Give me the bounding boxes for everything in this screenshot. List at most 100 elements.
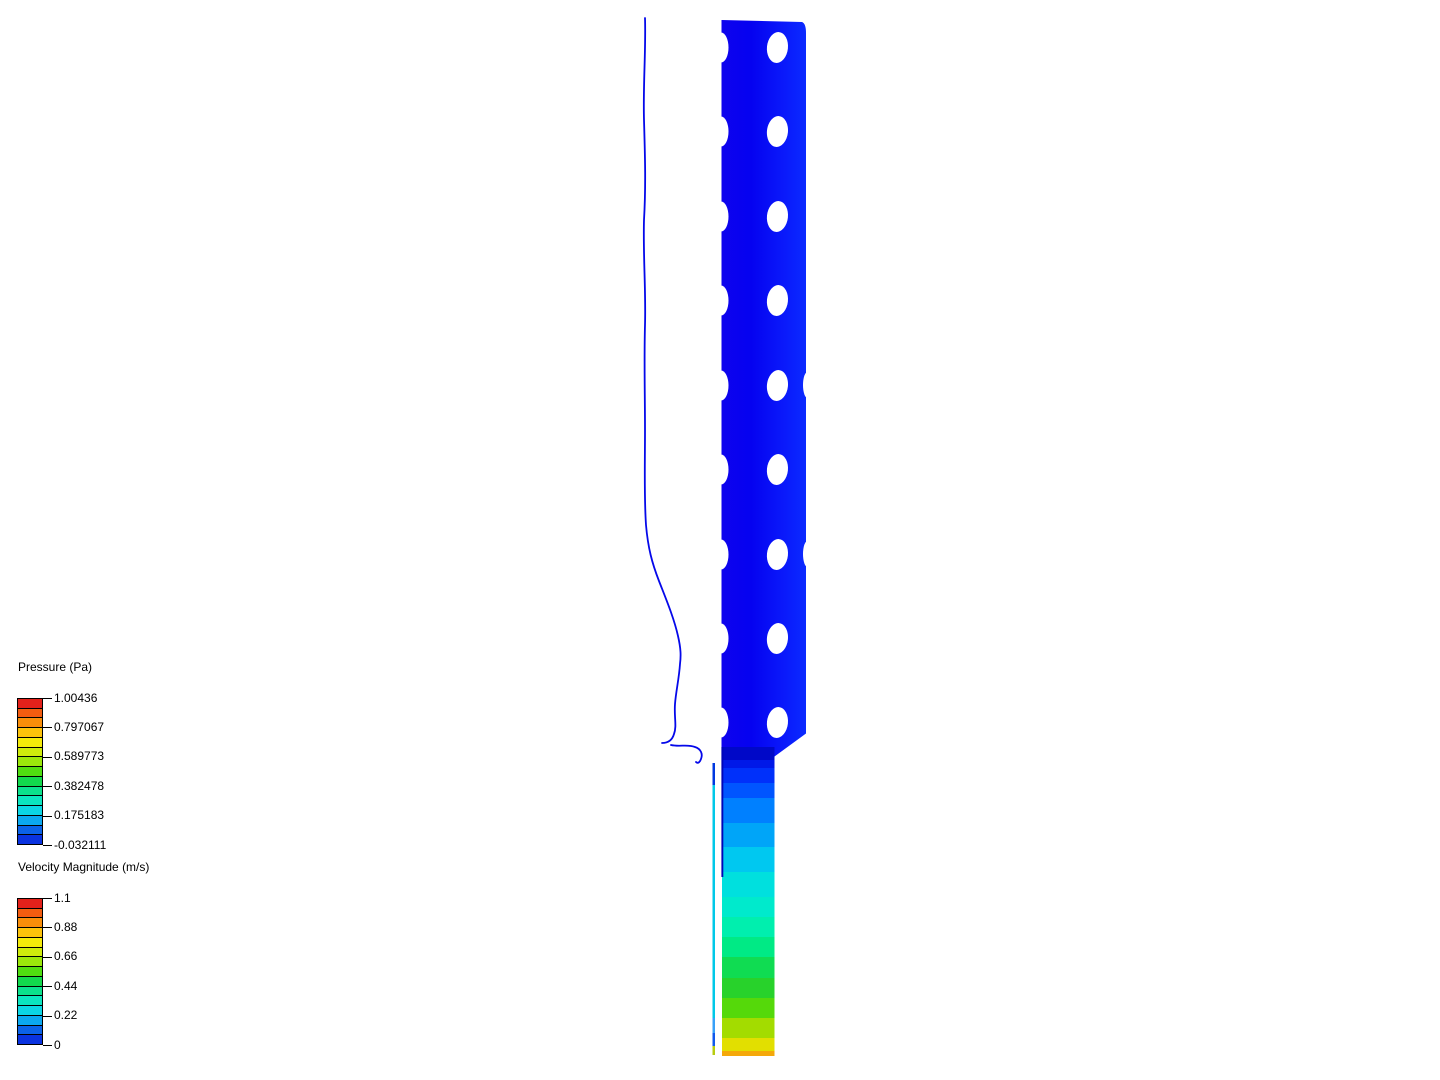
- outlet-velocity-band: [722, 872, 775, 897]
- outlet-velocity-band: [722, 798, 775, 823]
- pipe-hole: [766, 370, 789, 401]
- colorbar-tick: [43, 898, 52, 899]
- velocity-legend-title: Velocity Magnitude (m/s): [18, 860, 150, 874]
- outlet-velocity-band: [722, 1038, 775, 1051]
- pipe-hole-left-notch: [713, 116, 729, 147]
- probe-line-segment: [712, 763, 716, 785]
- pipe-hole-left-notch: [713, 539, 729, 570]
- pipe-hole-left-notch: [713, 454, 729, 485]
- colorbar-tick: [43, 956, 52, 958]
- outlet-velocity-band: [722, 847, 775, 872]
- outlet-velocity-band: [722, 1018, 775, 1038]
- colorbar-segment: [18, 806, 42, 815]
- colorbar-tick-label: 0.22: [54, 1008, 78, 1023]
- pipe-hole: [766, 116, 789, 147]
- streamline-curve: [642, 17, 682, 744]
- colorbar-segment: [18, 835, 42, 845]
- colorbar-segment: [18, 976, 42, 986]
- pipe-hole-right-notch: [803, 541, 812, 567]
- colorbar-tick: [43, 845, 52, 846]
- colorbar-segment: [18, 899, 42, 908]
- probe-line-segment: [712, 1033, 716, 1046]
- pipe-hole: [766, 623, 789, 654]
- colorbar-segment: [18, 1015, 42, 1025]
- colorbar-tick: [43, 1015, 52, 1017]
- outlet-velocity-bands: [722, 747, 775, 1056]
- colorbar-segment: [18, 1025, 42, 1035]
- outlet-velocity-band: [722, 747, 775, 760]
- colorbar-tick: [43, 786, 52, 788]
- outlet-velocity-band: [722, 823, 775, 847]
- pipe-hole-left-notch: [713, 707, 729, 738]
- outlet-velocity-band: [722, 768, 775, 783]
- colorbar-segment: [18, 796, 42, 806]
- colorbar-segment: [18, 918, 42, 928]
- pipe-hole: [766, 32, 789, 63]
- outlet-velocity-band: [722, 897, 775, 917]
- colorbar-segment: [18, 708, 42, 718]
- outlet-velocity-band: [722, 998, 775, 1018]
- pipe-hole-right-notch: [803, 372, 812, 398]
- colorbar-segment: [18, 767, 42, 776]
- pipe-hole-left-notch: [713, 623, 729, 654]
- colorbar-segment: [18, 967, 42, 976]
- pipe-hole: [766, 201, 789, 232]
- colorbar-tick: [43, 698, 52, 699]
- colorbar-tick: [43, 986, 52, 988]
- colorbar-segment: [18, 728, 42, 737]
- pressure-colorbar: [17, 698, 43, 845]
- colorbar-segment: [18, 757, 42, 767]
- colorbar-tick-label: 1.1: [54, 890, 71, 905]
- probe-line-segment: [712, 785, 716, 1018]
- pressure-column: [721, 20, 806, 757]
- streamline-hook: [670, 744, 703, 764]
- colorbar-tick-label: 1.00436: [54, 690, 98, 705]
- outlet-velocity-band: [722, 1051, 775, 1056]
- colorbar-segment: [18, 996, 42, 1006]
- colorbar-segment: [18, 937, 42, 947]
- colorbar-tick-label: -0.032111: [54, 837, 107, 852]
- velocity-colorbar-ticks: 1.1 0.88 0.66 0.44 0.22 0: [43, 891, 103, 1052]
- colorbar-segment: [18, 815, 42, 825]
- colorbar-tick-label: 0.589773: [54, 749, 105, 764]
- colorbar-segment: [18, 718, 42, 728]
- colorbar-segment: [18, 776, 42, 786]
- pipe-hole: [766, 707, 789, 738]
- colorbar-segment: [18, 947, 42, 957]
- probe-line: [712, 763, 716, 1055]
- outlet-velocity-band: [722, 978, 775, 998]
- colorbar-segment: [18, 957, 42, 967]
- colorbar-segment: [18, 986, 42, 996]
- probe-line-segment: [712, 1046, 716, 1055]
- pressure-colorbar-ticks: 1.00436 0.797067 0.589773 0.382478 0.175183 -…: [43, 691, 106, 852]
- pipe-hole-left-notch: [713, 201, 729, 232]
- outlet-velocity-band: [722, 937, 775, 957]
- colorbar-segment: [18, 747, 42, 757]
- pipe-hole-left-notch: [713, 285, 729, 316]
- outlet-velocity-band: [722, 957, 775, 978]
- colorbar-tick: [43, 815, 52, 817]
- colorbar-tick: [43, 927, 52, 929]
- colorbar-tick-label: 0.66: [54, 949, 78, 964]
- pressure-legend-title: Pressure (Pa): [18, 660, 93, 674]
- colorbar-tick: [43, 1045, 52, 1046]
- pipe-hole: [766, 285, 789, 316]
- colorbar-segment: [18, 1006, 42, 1015]
- colorbar-tick: [43, 756, 52, 758]
- colorbar-segment: [18, 825, 42, 835]
- colorbar-tick: [43, 727, 52, 729]
- colorbar-segment: [18, 928, 42, 937]
- colorbar-tick-label: 0.797067: [54, 719, 105, 734]
- outlet-velocity-band: [722, 760, 775, 768]
- pipe-holes: [713, 32, 812, 738]
- colorbar-segment: [18, 737, 42, 747]
- colorbar-tick-label: 0.88: [54, 919, 78, 934]
- colorbar-segment: [18, 786, 42, 796]
- pipe-hole: [766, 539, 789, 570]
- outlet-left-edge-line: [721, 747, 724, 877]
- colorbar-tick-label: 0.382478: [54, 778, 105, 793]
- outlet-velocity-band: [722, 783, 775, 798]
- pipe-hole: [766, 454, 789, 485]
- colorbar-segment: [18, 1035, 42, 1045]
